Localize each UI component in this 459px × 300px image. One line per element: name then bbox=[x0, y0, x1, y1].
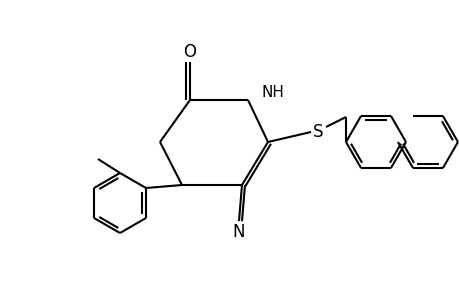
Text: N: N bbox=[232, 223, 245, 241]
Text: O: O bbox=[183, 43, 196, 61]
Text: S: S bbox=[312, 123, 323, 141]
Text: NH: NH bbox=[262, 85, 284, 100]
